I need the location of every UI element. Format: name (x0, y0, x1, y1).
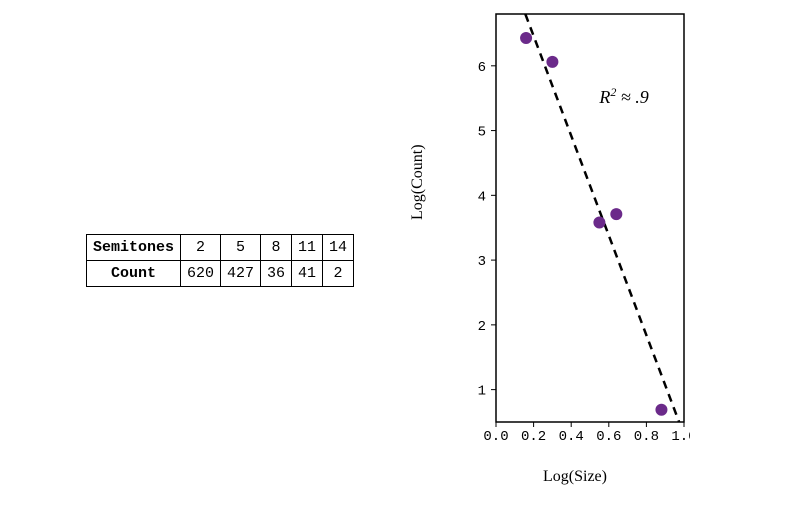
data-point (593, 217, 605, 229)
count-cell: 41 (292, 260, 323, 286)
semitones-cell: 5 (220, 234, 260, 260)
data-point (520, 32, 532, 44)
r-squared-annotation: R2 ≈ .9 (599, 85, 648, 108)
layout-root: Semitones2581114Count62042736412 Log(Cou… (0, 0, 800, 520)
semitones-cell: 8 (261, 234, 292, 260)
data-point (610, 208, 622, 220)
semitones-cell: 14 (323, 234, 354, 260)
svg-text:1.0: 1.0 (671, 429, 690, 445)
count-cell: 2 (323, 260, 354, 286)
semitones-cell: 2 (180, 234, 220, 260)
table-panel: Semitones2581114Count62042736412 (0, 234, 400, 287)
count-cell: 620 (180, 260, 220, 286)
svg-text:0.0: 0.0 (483, 429, 508, 445)
svg-text:6: 6 (478, 60, 486, 76)
table-header-semitones: Semitones (86, 234, 180, 260)
svg-text:0.2: 0.2 (521, 429, 546, 445)
data-point (546, 56, 558, 68)
table-header-count: Count (86, 260, 180, 286)
plot-area: 0.0 0.2 0.4 0.6 0.8 1.0 1 2 3 4 5 6 R2 ≈ .9 (460, 10, 690, 450)
y-axis-label: Log(Count) (409, 144, 427, 220)
scatter-plot: 0.0 0.2 0.4 0.6 0.8 1.0 1 2 3 4 5 6 (460, 10, 690, 450)
data-point (655, 404, 667, 416)
svg-text:4: 4 (478, 189, 486, 205)
svg-text:1: 1 (478, 384, 486, 400)
svg-text:3: 3 (478, 254, 486, 270)
svg-text:0.6: 0.6 (596, 429, 621, 445)
semitones-cell: 11 (292, 234, 323, 260)
count-cell: 36 (261, 260, 292, 286)
semitones-count-table: Semitones2581114Count62042736412 (86, 234, 354, 287)
svg-text:0.8: 0.8 (634, 429, 659, 445)
x-axis-label: Log(Size) (460, 468, 690, 486)
svg-text:5: 5 (478, 125, 486, 141)
count-cell: 427 (220, 260, 260, 286)
svg-text:0.4: 0.4 (559, 429, 584, 445)
svg-text:2: 2 (478, 319, 486, 335)
chart-panel: Log(Count) 0.0 0.2 0.4 0.6 0.8 1.0 1 2 3 4 5 6 R2 ≈… (400, 0, 800, 520)
